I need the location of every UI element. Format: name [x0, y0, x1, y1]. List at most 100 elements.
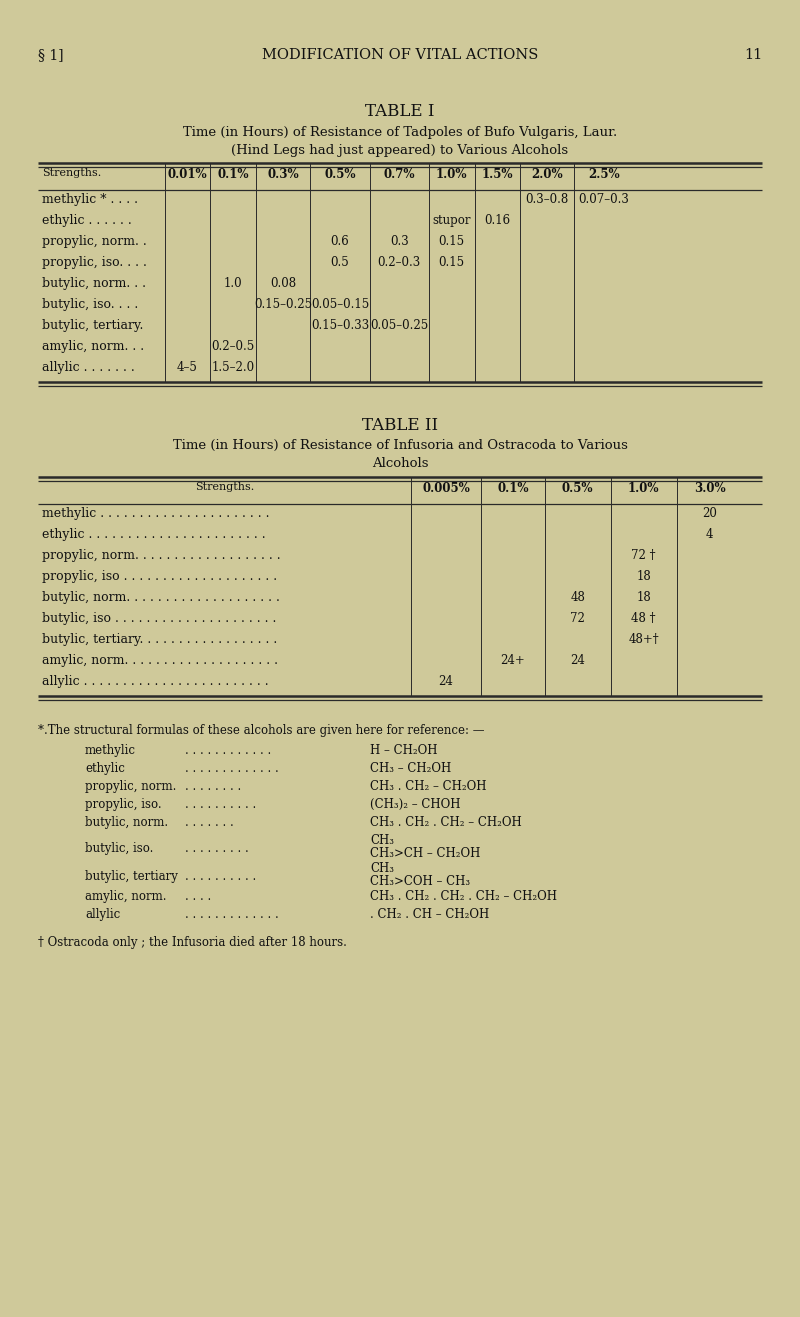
- Text: 24+: 24+: [501, 655, 526, 666]
- Text: TABLE I: TABLE I: [366, 103, 434, 120]
- Text: . . . . . . . . .: . . . . . . . . .: [185, 842, 249, 855]
- Text: MODIFICATION OF VITAL ACTIONS: MODIFICATION OF VITAL ACTIONS: [262, 47, 538, 62]
- Text: allylic . . . . . . .: allylic . . . . . . .: [42, 361, 134, 374]
- Text: . . . . . . . . . . . .: . . . . . . . . . . . .: [185, 744, 271, 757]
- Text: 18: 18: [636, 570, 651, 583]
- Text: CH₃ . CH₂ . CH₂ . CH₂ – CH₂OH: CH₃ . CH₂ . CH₂ . CH₂ – CH₂OH: [370, 890, 557, 903]
- Text: 0.15: 0.15: [438, 255, 465, 269]
- Text: 0.15–0.33: 0.15–0.33: [310, 319, 369, 332]
- Text: ethylic . . . . . . . . . . . . . . . . . . . . . . .: ethylic . . . . . . . . . . . . . . . . …: [42, 528, 266, 541]
- Text: butylic, iso . . . . . . . . . . . . . . . . . . . . .: butylic, iso . . . . . . . . . . . . . .…: [42, 612, 276, 626]
- Text: 0.16: 0.16: [484, 213, 510, 227]
- Text: 1.0%: 1.0%: [436, 169, 467, 180]
- Text: . . . . . . . . . .: . . . . . . . . . .: [185, 798, 256, 811]
- Text: 11: 11: [744, 47, 762, 62]
- Text: 2.5%: 2.5%: [588, 169, 620, 180]
- Text: 0.15–0.25: 0.15–0.25: [254, 298, 312, 311]
- Text: 0.005%: 0.005%: [422, 482, 470, 495]
- Text: 1.5–2.0: 1.5–2.0: [211, 361, 254, 374]
- Text: propylic, norm.: propylic, norm.: [85, 780, 176, 793]
- Text: amylic, norm. . .: amylic, norm. . .: [42, 340, 144, 353]
- Text: . . . . . . . . . . . . .: . . . . . . . . . . . . .: [185, 763, 278, 774]
- Text: 0.05–0.15: 0.05–0.15: [310, 298, 369, 311]
- Text: *.The structural formulas of these alcohols are given here for reference: —: *.The structural formulas of these alcoh…: [38, 724, 485, 738]
- Text: 0.1%: 0.1%: [218, 169, 249, 180]
- Text: † Ostracoda only ; the Infusoria died after 18 hours.: † Ostracoda only ; the Infusoria died af…: [38, 936, 347, 950]
- Text: 0.08: 0.08: [270, 277, 296, 290]
- Text: CH₃: CH₃: [370, 834, 394, 847]
- Text: allylic . . . . . . . . . . . . . . . . . . . . . . . .: allylic . . . . . . . . . . . . . . . . …: [42, 676, 269, 687]
- Text: 20: 20: [702, 507, 717, 520]
- Text: 1.0: 1.0: [224, 277, 242, 290]
- Text: methylic . . . . . . . . . . . . . . . . . . . . . .: methylic . . . . . . . . . . . . . . . .…: [42, 507, 270, 520]
- Text: 0.2–0.3: 0.2–0.3: [378, 255, 421, 269]
- Text: 72 †: 72 †: [631, 549, 656, 562]
- Text: stupor: stupor: [433, 213, 471, 227]
- Text: butylic, tertiary.: butylic, tertiary.: [42, 319, 143, 332]
- Text: butylic, iso.: butylic, iso.: [85, 842, 154, 855]
- Text: butylic, tertiary. . . . . . . . . . . . . . . . . .: butylic, tertiary. . . . . . . . . . . .…: [42, 633, 278, 647]
- Text: butylic, norm. . .: butylic, norm. . .: [42, 277, 146, 290]
- Text: propylic, norm. . . . . . . . . . . . . . . . . . .: propylic, norm. . . . . . . . . . . . . …: [42, 549, 281, 562]
- Text: ethylic . . . . . .: ethylic . . . . . .: [42, 213, 132, 227]
- Text: 4–5: 4–5: [177, 361, 198, 374]
- Text: 1.0%: 1.0%: [628, 482, 659, 495]
- Text: CH₃: CH₃: [370, 863, 394, 874]
- Text: propylic, iso . . . . . . . . . . . . . . . . . . . .: propylic, iso . . . . . . . . . . . . . …: [42, 570, 277, 583]
- Text: propylic, iso. . . .: propylic, iso. . . .: [42, 255, 147, 269]
- Text: butylic, iso. . . .: butylic, iso. . . .: [42, 298, 138, 311]
- Text: 48: 48: [570, 591, 585, 605]
- Text: 0.1%: 0.1%: [497, 482, 529, 495]
- Text: 1.5%: 1.5%: [482, 169, 513, 180]
- Text: 0.6: 0.6: [330, 234, 350, 248]
- Text: allylic: allylic: [85, 907, 120, 921]
- Text: 3.0%: 3.0%: [694, 482, 726, 495]
- Text: 0.3: 0.3: [390, 234, 409, 248]
- Text: . . . . . . . . . .: . . . . . . . . . .: [185, 871, 256, 882]
- Text: CH₃ – CH₂OH: CH₃ – CH₂OH: [370, 763, 451, 774]
- Text: 0.05–0.25: 0.05–0.25: [370, 319, 429, 332]
- Text: 0.3%: 0.3%: [267, 169, 299, 180]
- Text: 0.5%: 0.5%: [562, 482, 594, 495]
- Text: amylic, norm.: amylic, norm.: [85, 890, 166, 903]
- Text: ethylic: ethylic: [85, 763, 125, 774]
- Text: 48 †: 48 †: [631, 612, 656, 626]
- Text: Time (in Hours) of Resistance of Infusoria and Ostracoda to Various: Time (in Hours) of Resistance of Infusor…: [173, 439, 627, 452]
- Text: . . . . . . . .: . . . . . . . .: [185, 780, 242, 793]
- Text: 0.5%: 0.5%: [324, 169, 356, 180]
- Text: propylic, iso.: propylic, iso.: [85, 798, 162, 811]
- Text: 24: 24: [570, 655, 585, 666]
- Text: 0.3–0.8: 0.3–0.8: [526, 194, 569, 205]
- Text: § 1]: § 1]: [38, 47, 64, 62]
- Text: CH₃ . CH₂ – CH₂OH: CH₃ . CH₂ – CH₂OH: [370, 780, 486, 793]
- Text: Strengths.: Strengths.: [42, 169, 102, 178]
- Text: 2.0%: 2.0%: [531, 169, 563, 180]
- Text: Alcohols: Alcohols: [372, 457, 428, 470]
- Text: . . . . . . .: . . . . . . .: [185, 817, 234, 828]
- Text: 0.7%: 0.7%: [383, 169, 415, 180]
- Text: 0.5: 0.5: [330, 255, 350, 269]
- Text: 18: 18: [636, 591, 651, 605]
- Text: TABLE II: TABLE II: [362, 417, 438, 435]
- Text: . CH₂ . CH – CH₂OH: . CH₂ . CH – CH₂OH: [370, 907, 490, 921]
- Text: Time (in Hours) of Resistance of Tadpoles of Bufo Vulgaris, Laur.: Time (in Hours) of Resistance of Tadpole…: [183, 126, 617, 140]
- Text: butylic, tertiary: butylic, tertiary: [85, 871, 178, 882]
- Text: (CH₃)₂ – CHOH: (CH₃)₂ – CHOH: [370, 798, 461, 811]
- Text: . . . . . . . . . . . . .: . . . . . . . . . . . . .: [185, 907, 278, 921]
- Text: 48+†: 48+†: [628, 633, 659, 647]
- Text: (Hind Legs had just appeared) to Various Alcohols: (Hind Legs had just appeared) to Various…: [231, 144, 569, 157]
- Text: 0.07–0.3: 0.07–0.3: [578, 194, 630, 205]
- Text: CH₃ . CH₂ . CH₂ – CH₂OH: CH₃ . CH₂ . CH₂ – CH₂OH: [370, 817, 522, 828]
- Text: 0.2–0.5: 0.2–0.5: [211, 340, 254, 353]
- Text: propylic, norm. .: propylic, norm. .: [42, 234, 146, 248]
- Text: CH₃>CH – CH₂OH: CH₃>CH – CH₂OH: [370, 847, 480, 860]
- Text: 4: 4: [706, 528, 714, 541]
- Text: butylic, norm.: butylic, norm.: [85, 817, 168, 828]
- Text: methylic: methylic: [85, 744, 136, 757]
- Text: CH₃>COH – CH₃: CH₃>COH – CH₃: [370, 874, 470, 888]
- Text: Strengths.: Strengths.: [195, 482, 254, 493]
- Text: amylic, norm. . . . . . . . . . . . . . . . . . . .: amylic, norm. . . . . . . . . . . . . . …: [42, 655, 278, 666]
- Text: methylic * . . . .: methylic * . . . .: [42, 194, 138, 205]
- Text: 0.15: 0.15: [438, 234, 465, 248]
- Text: 72: 72: [570, 612, 585, 626]
